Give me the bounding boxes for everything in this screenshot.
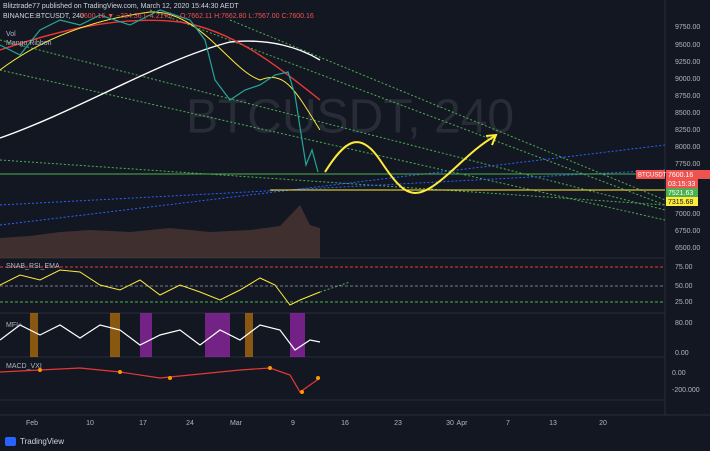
green-price: 7521.63 bbox=[668, 190, 693, 197]
price-axis-label: 8250.00 bbox=[675, 127, 700, 134]
macd-dots bbox=[38, 366, 320, 394]
ribbon bbox=[0, 11, 321, 131]
price-change: 7600.16 ▼ −334.36 (−4.21%) bbox=[80, 13, 172, 20]
projection-curve bbox=[324, 135, 496, 194]
green-tag bbox=[666, 188, 698, 197]
time-axis-label: 24 bbox=[186, 420, 194, 427]
price-line bbox=[0, 9, 319, 173]
price-axis-label: 7750.00 bbox=[675, 161, 700, 168]
symbol-tag-text: BTCUSDT bbox=[638, 173, 667, 179]
panel-title: SNAB_RSI_EMA bbox=[6, 263, 60, 270]
legend-ribbon: Mango Ribbon bbox=[6, 40, 52, 47]
price-axis-label: 9500.00 bbox=[675, 42, 700, 49]
price-axis-label: 9750.00 bbox=[675, 24, 700, 31]
time-axis-label: 23 bbox=[394, 420, 402, 427]
countdown-tag bbox=[666, 179, 698, 188]
symbol-tag bbox=[636, 170, 665, 179]
price-axis-label: 6750.00 bbox=[675, 228, 700, 235]
time-axis-label: Feb bbox=[26, 420, 38, 427]
rsi-line bbox=[0, 269, 321, 306]
rsi-axis-label: 50.00 bbox=[675, 283, 693, 290]
logo bbox=[5, 437, 16, 446]
time-axis-label: Apr bbox=[457, 420, 469, 427]
footer: TradingView bbox=[20, 437, 64, 446]
time-axis-label: 10 bbox=[86, 420, 94, 427]
mfi-axis-label: 0.00 bbox=[675, 350, 689, 357]
rsi-axis-label: 25.00 bbox=[675, 299, 693, 306]
legend-volume: Vol bbox=[6, 31, 16, 38]
time-axis-label: 13 bbox=[549, 420, 557, 427]
time-axis-label: 7 bbox=[506, 420, 510, 427]
mfi-axis-label: 80.00 bbox=[675, 320, 693, 327]
publisher: Blitztrade77 published on TradingView.co… bbox=[3, 3, 239, 10]
time-axis-label: 20 bbox=[599, 420, 607, 427]
moving-average bbox=[0, 40, 321, 139]
price-axis-label: 6500.00 bbox=[675, 245, 700, 252]
yellow-tag bbox=[666, 197, 698, 206]
mfi-zones bbox=[30, 313, 253, 357]
rsi-axis-label: 75.00 bbox=[675, 264, 693, 271]
moving-average bbox=[0, 19, 321, 101]
price-axis-label: 7000.00 bbox=[675, 211, 700, 218]
watermark: BTCUSDT, 240 bbox=[186, 91, 514, 144]
panel-title: MFI+ bbox=[6, 322, 22, 329]
mfi-line bbox=[0, 324, 321, 351]
countdown: 03:15:33 bbox=[668, 181, 695, 188]
price-axis-label: 9250.00 bbox=[675, 59, 700, 66]
yellow-price: 7315.68 bbox=[668, 199, 693, 206]
time-axis-label: 16 bbox=[341, 420, 349, 427]
price-axis-label: 9000.00 bbox=[675, 76, 700, 83]
time-axis-label: 9 bbox=[291, 420, 295, 427]
trend-lines bbox=[0, 9, 666, 226]
rsi-trend bbox=[319, 281, 351, 293]
price-axis-label: 8500.00 bbox=[675, 110, 700, 117]
macd-axis-label: 0.00 bbox=[672, 370, 686, 377]
ohlc: O:7662.11 H:7662.80 L:7567.00 C:7600.16 bbox=[180, 13, 314, 20]
last-price-tag bbox=[666, 170, 710, 179]
volume-area bbox=[0, 205, 320, 258]
price-axis-label: 8750.00 bbox=[675, 93, 700, 100]
price-axis-label: 8000.00 bbox=[675, 144, 700, 151]
time-axis-label: 17 bbox=[139, 420, 147, 427]
symbol: BINANCE:BTCUSDT, 240 bbox=[3, 13, 84, 20]
projection-arrow bbox=[485, 133, 498, 146]
time-axis-label: 30 bbox=[446, 420, 454, 427]
time-axis-label: Mar bbox=[230, 420, 243, 427]
last-price: 7600.16 bbox=[668, 172, 693, 179]
rsi-levels bbox=[0, 266, 665, 303]
panel-title: MACD_VXI bbox=[6, 363, 42, 370]
macd-axis-label: -200.000 bbox=[672, 387, 700, 394]
